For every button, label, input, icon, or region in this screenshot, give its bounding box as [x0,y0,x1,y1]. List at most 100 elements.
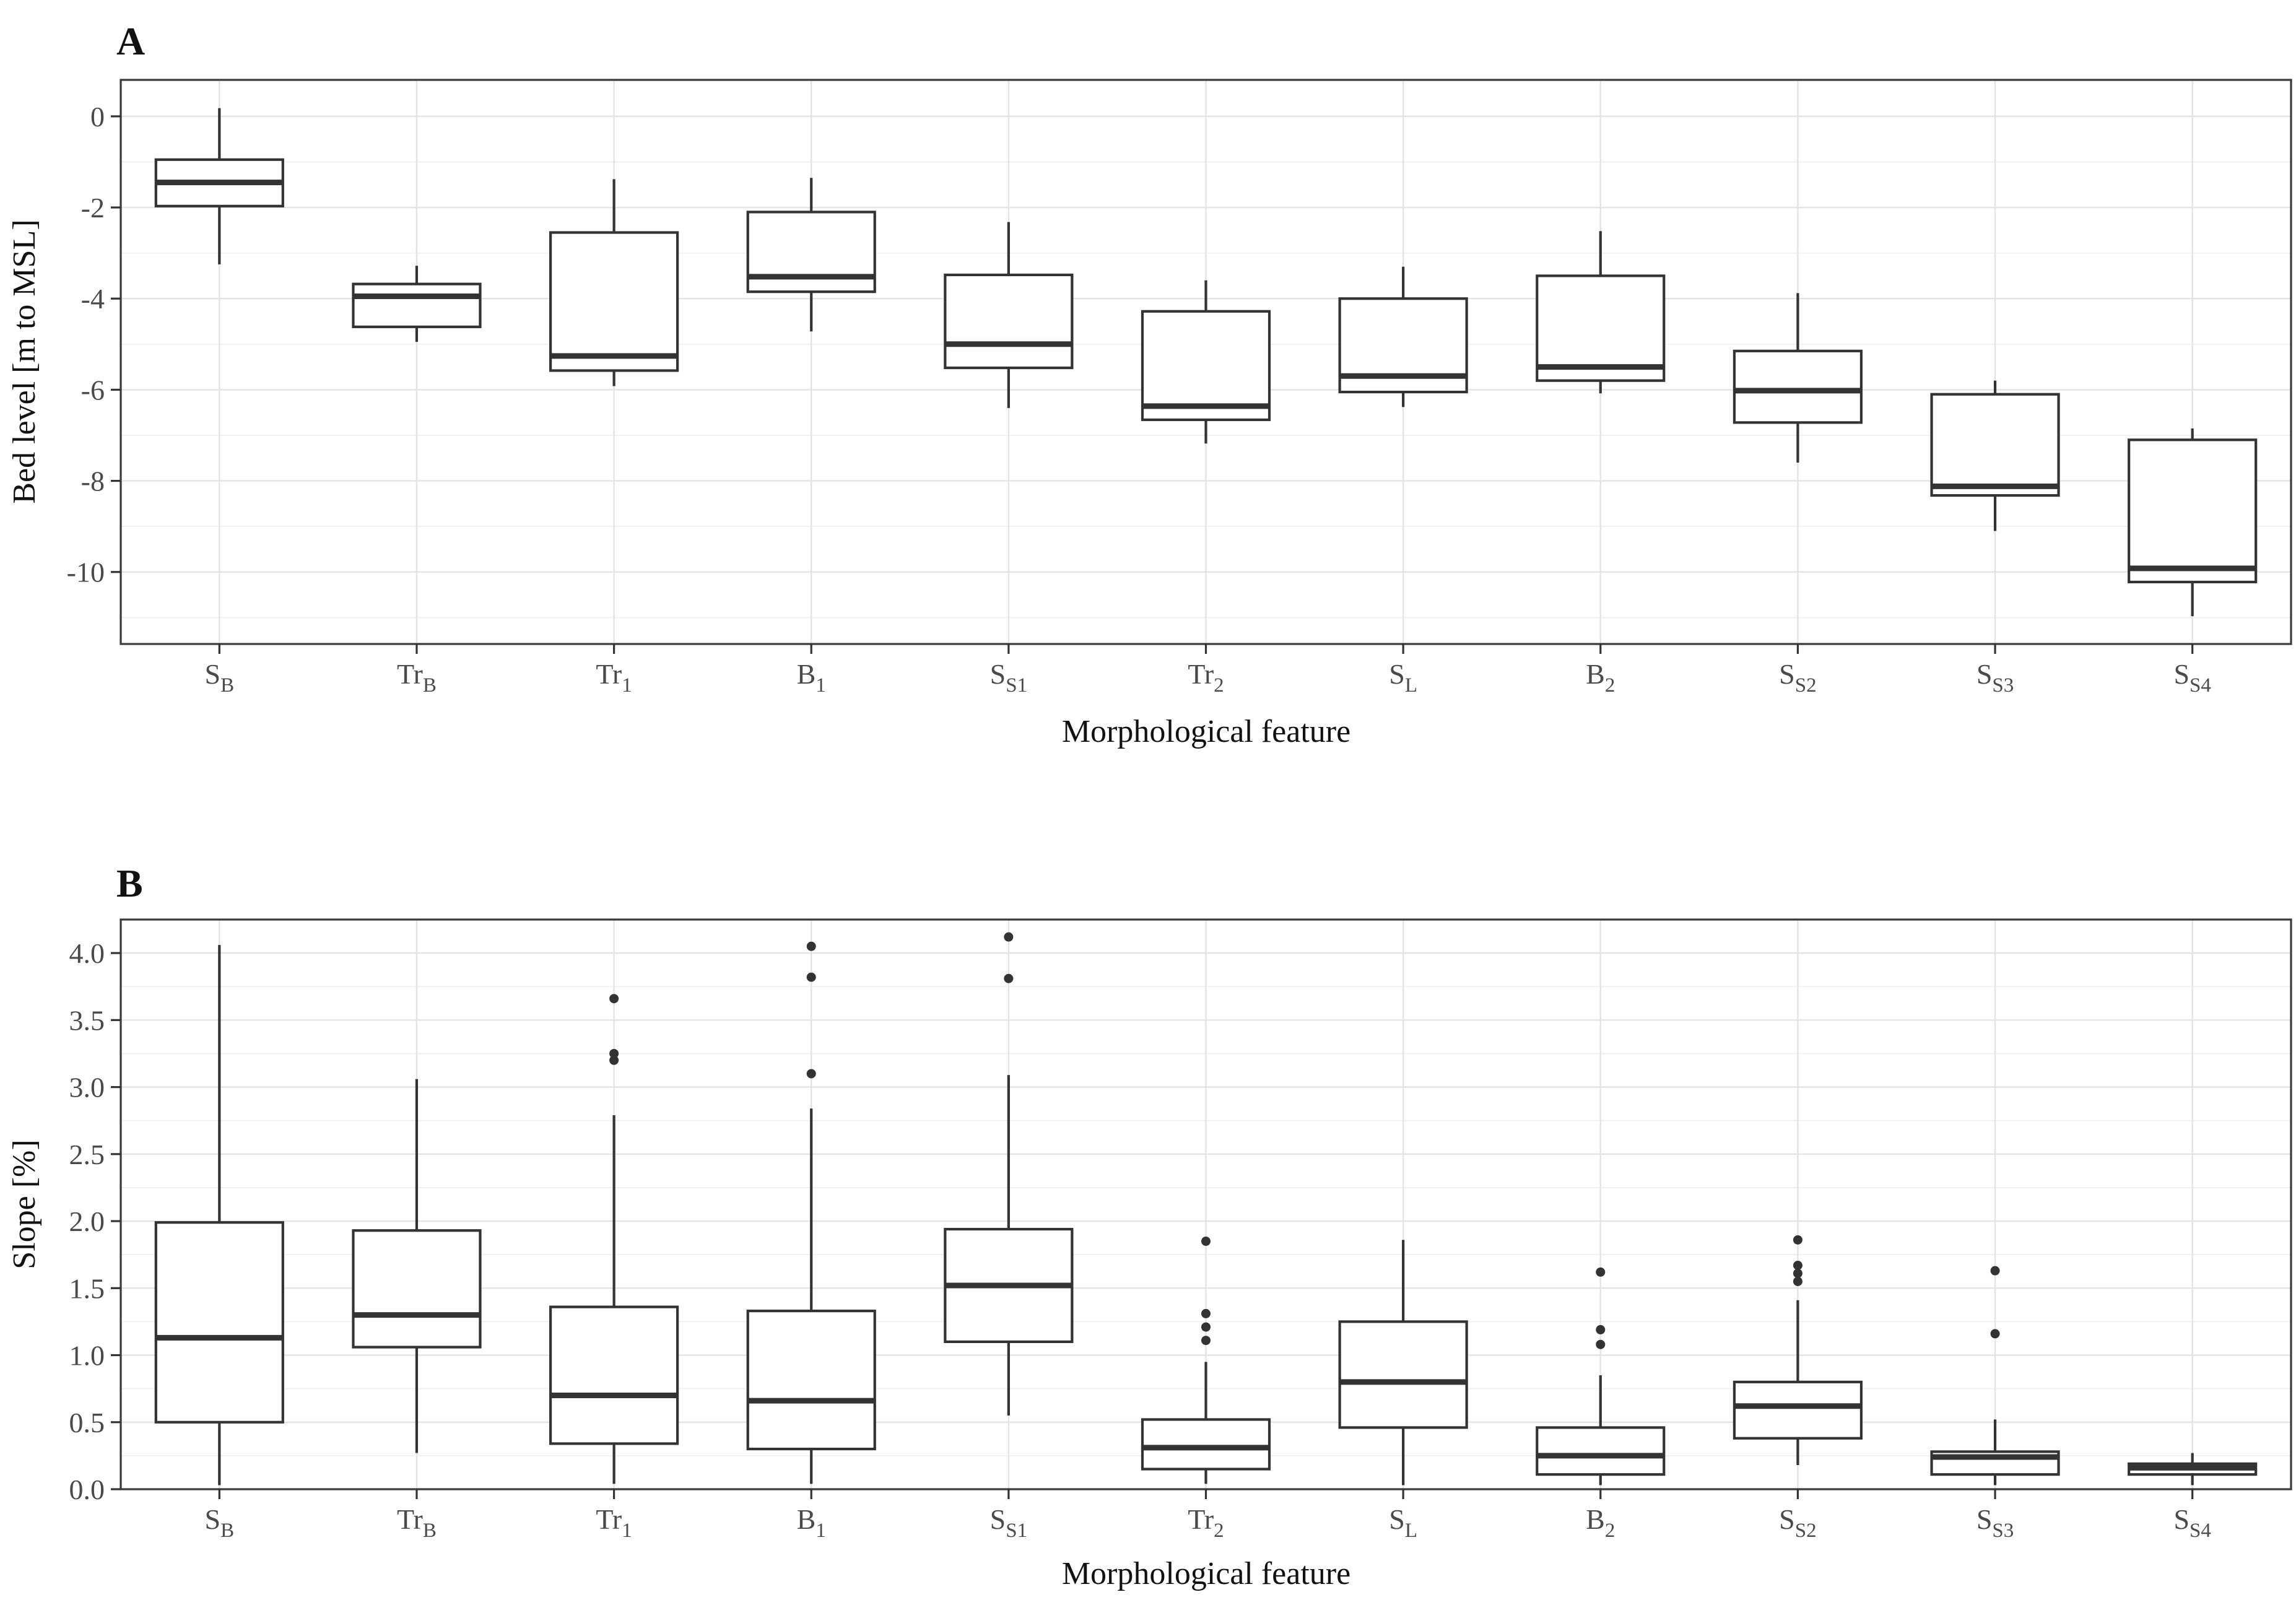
category-base: B [797,658,816,690]
category-base: B [1586,658,1605,690]
boxplot-S_S2 [1733,293,1863,463]
outlier-point-B_1 [806,1069,816,1079]
x-category-label-Tr_1: Tr1 [596,1503,632,1542]
y-tick-label: 0.0 [69,1474,105,1505]
boxplot-S_S1 [944,932,1074,1416]
category-subscript: S3 [1992,674,2014,697]
outlier-point-S_S2 [1793,1235,1802,1245]
boxplot-B_1 [746,941,876,1484]
category-subscript: S2 [1795,674,1817,697]
boxplot-B_2 [1536,1267,1666,1485]
x-category-label-S_S2: SS2 [1779,658,1816,697]
y-tick-label: -8 [81,466,105,497]
iqr-box-S_B [154,1221,284,1424]
boxplot-B_2 [1536,231,1666,394]
category-subscript: S4 [2189,674,2211,697]
boxplot-Tr_2 [1141,280,1271,444]
iqr-box-S_L [1338,1320,1468,1429]
boxplot-Tr_B [352,266,482,342]
panel-a-letter: A [116,19,145,63]
outlier-point-S_S3 [1990,1266,2000,1276]
x-category-label-S_S4: SS4 [2173,1503,2211,1542]
category-subscript: 2 [1214,674,1224,697]
category-base: S [2173,1503,2189,1535]
iqr-box-B_1 [746,211,876,294]
category-base: B [1586,1503,1605,1535]
boxplot-S_B [154,945,284,1485]
category-subscript: B [423,674,437,697]
y-tick-label: 3.5 [69,1004,105,1036]
boxplot-S_S3 [1930,1266,2060,1485]
category-base: Tr [1188,1503,1214,1535]
category-base: B [797,1503,816,1535]
outlier-point-S_S1 [1004,973,1014,983]
iqr-box-B_1 [746,1309,876,1451]
x-category-label-Tr_B: TrB [397,1503,437,1542]
y-tick-label: 0.5 [69,1407,105,1438]
boxplot-S_S4 [2128,1453,2258,1485]
boxplot-Tr_2 [1141,1237,1271,1484]
panel-a-y-axis-title: Bed level [m to MSL] [7,219,42,503]
category-base: S [990,1503,1006,1535]
boxplot-Tr_B [352,1079,482,1453]
category-base: S [1779,658,1795,690]
outlier-point-B_2 [1596,1339,1606,1349]
outlier-point-S_S2 [1793,1268,1802,1278]
x-category-label-Tr_1: Tr1 [596,658,632,697]
boxplot-S_S1 [944,222,1074,408]
category-base: S [1779,1503,1795,1535]
category-subscript: 2 [1214,1520,1224,1542]
category-base: S [1389,658,1405,690]
boxplot-Tr_1 [549,994,679,1484]
panel-a-x-axis-title: Morphological feature [1062,714,1350,749]
panel-b-letter: B [116,861,143,905]
category-subscript: 1 [622,674,632,697]
category-base: S [2173,658,2189,690]
category-subscript: 1 [815,674,826,697]
outlier-point-Tr_2 [1201,1237,1211,1246]
y-tick-label: -4 [81,283,105,315]
y-tick-label: -6 [81,374,105,406]
category-base: S [990,658,1006,690]
category-subscript: 1 [622,1520,632,1542]
outlier-point-Tr_1 [609,994,619,1004]
y-tick-label: 3.0 [69,1072,105,1103]
x-category-label-S_L: SL [1389,1503,1417,1542]
iqr-box-S_S2 [1733,349,1863,424]
boxplot-S_S4 [2128,428,2258,617]
category-subscript: L [1405,674,1417,697]
x-category-label-S_S1: SS1 [990,1503,1027,1542]
outlier-point-B_2 [1596,1267,1606,1277]
iqr-box-Tr_1 [549,1305,679,1445]
category-subscript: B [423,1520,437,1542]
iqr-box-S_S4 [2128,438,2258,584]
panel-b-plot-area: 4.03.53.02.52.01.51.00.50.0SB TrB Tr1 B1 SS1… [69,918,2292,1542]
category-subscript: S1 [1006,674,1027,697]
outlier-point-Tr_2 [1201,1322,1211,1332]
category-base: S [1389,1503,1405,1535]
panel-b-x-axis-title: Morphological feature [1062,1556,1350,1591]
iqr-box-S_S1 [944,273,1074,370]
boxplot-S_B [154,108,284,265]
category-subscript: S2 [1795,1520,1817,1542]
x-category-label-B_2: B2 [1586,658,1615,697]
category-subscript: S1 [1006,1520,1027,1542]
y-tick-label: -10 [67,557,105,588]
x-category-label-S_B: SB [205,658,235,697]
iqr-box-Tr_B [352,1229,482,1349]
category-base: Tr [1188,658,1214,690]
y-tick-label: 2.5 [69,1139,105,1170]
boxplot-Tr_1 [549,179,679,386]
category-subscript: L [1405,1520,1417,1542]
x-category-label-S_S4: SS4 [2173,658,2211,697]
outlier-point-B_2 [1596,1324,1606,1334]
category-subscript: 2 [1605,1520,1615,1542]
panel-b-y-axis-title: Slope [%] [7,1139,42,1269]
category-subscript: S3 [1992,1520,2014,1542]
category-subscript: B [220,1520,234,1542]
category-subscript: 1 [815,1520,826,1542]
outlier-point-B_1 [806,941,816,951]
boxplot-S_L [1338,266,1468,407]
